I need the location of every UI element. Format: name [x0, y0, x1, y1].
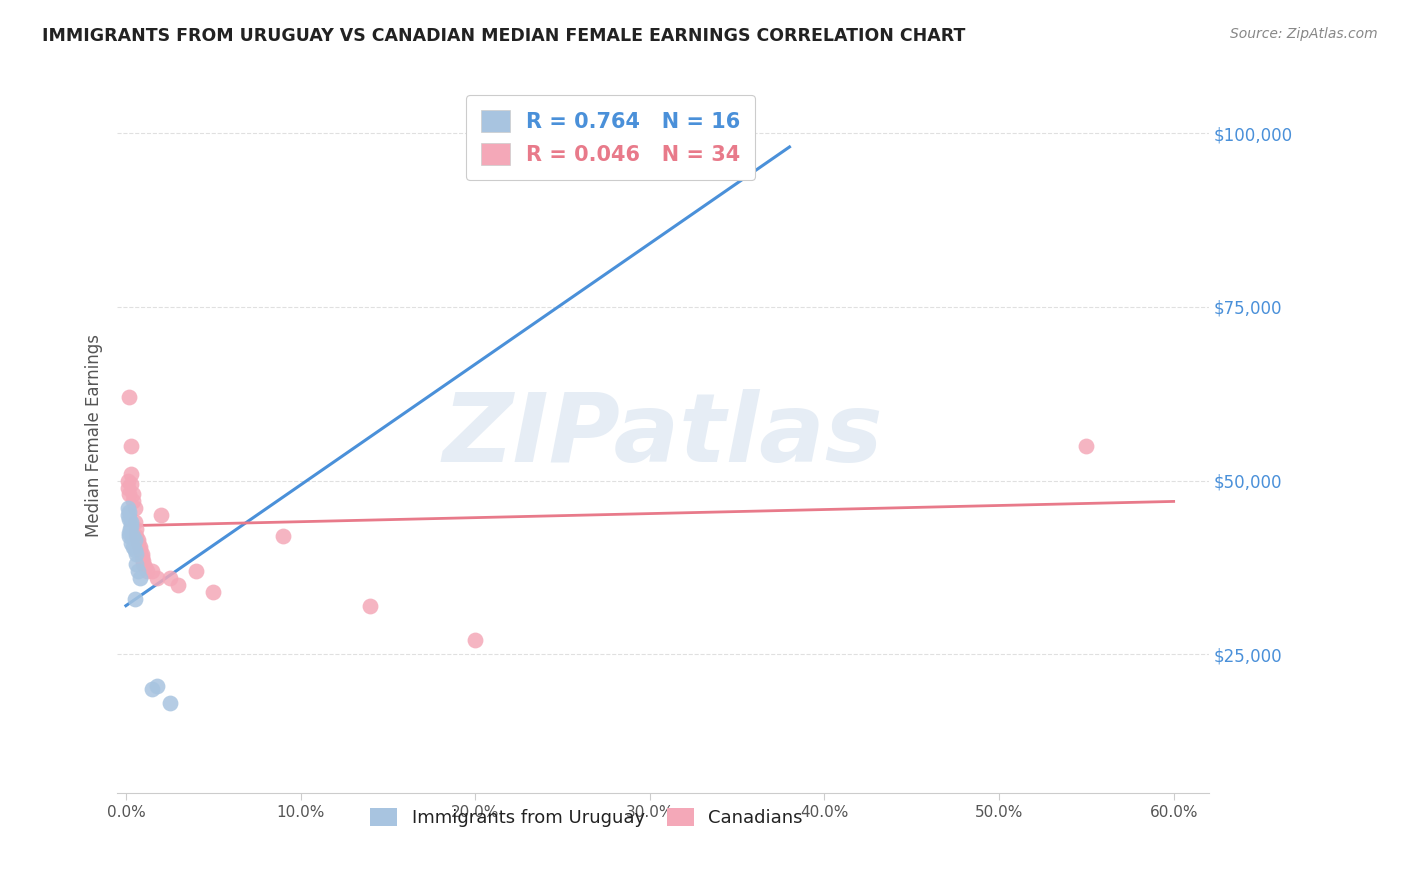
Point	[125, 557, 148, 571]
Point	[146, 571, 169, 585]
Point	[120, 477, 142, 491]
Point	[122, 487, 145, 501]
Point	[120, 518, 142, 533]
Point	[117, 481, 139, 495]
Point	[131, 547, 153, 561]
Point	[127, 536, 149, 550]
Point	[131, 549, 153, 564]
Point	[124, 533, 146, 547]
Point	[122, 494, 145, 508]
Point	[120, 467, 142, 481]
Point	[125, 529, 148, 543]
Point	[464, 633, 486, 648]
Point	[127, 564, 149, 578]
Point	[135, 564, 157, 578]
Point	[159, 571, 181, 585]
Point	[127, 533, 149, 547]
Point	[124, 591, 146, 606]
Point	[122, 540, 145, 554]
Point	[122, 529, 145, 543]
Point	[159, 696, 181, 710]
Point	[202, 584, 225, 599]
Point	[128, 540, 150, 554]
Point	[120, 522, 142, 536]
Point	[117, 508, 139, 523]
Point	[125, 522, 148, 536]
Text: IMMIGRANTS FROM URUGUAY VS CANADIAN MEDIAN FEMALE EARNINGS CORRELATION CHART: IMMIGRANTS FROM URUGUAY VS CANADIAN MEDI…	[42, 27, 966, 45]
Point	[124, 516, 146, 530]
Point	[167, 578, 190, 592]
Point	[146, 679, 169, 693]
Point	[124, 543, 146, 558]
Point	[128, 543, 150, 558]
Point	[132, 553, 155, 567]
Point	[149, 508, 172, 523]
Point	[132, 557, 155, 571]
Point	[120, 516, 142, 530]
Point	[117, 501, 139, 516]
Point	[128, 571, 150, 585]
Y-axis label: Median Female Earnings: Median Female Earnings	[86, 334, 103, 537]
Point	[118, 529, 141, 543]
Point	[359, 599, 381, 613]
Point	[118, 487, 141, 501]
Point	[141, 682, 163, 697]
Point	[134, 560, 156, 574]
Point	[120, 536, 142, 550]
Point	[117, 505, 139, 519]
Point	[1076, 439, 1098, 453]
Text: ZIPatlas: ZIPatlas	[443, 389, 883, 482]
Point	[117, 474, 139, 488]
Point	[118, 390, 141, 404]
Point	[124, 501, 146, 516]
Point	[184, 564, 207, 578]
Point	[141, 564, 163, 578]
Point	[120, 439, 142, 453]
Point	[271, 529, 294, 543]
Point	[125, 547, 148, 561]
Point	[118, 512, 141, 526]
Legend: Immigrants from Uruguay, Canadians: Immigrants from Uruguay, Canadians	[363, 801, 810, 834]
Point	[118, 525, 141, 540]
Text: Source: ZipAtlas.com: Source: ZipAtlas.com	[1230, 27, 1378, 41]
